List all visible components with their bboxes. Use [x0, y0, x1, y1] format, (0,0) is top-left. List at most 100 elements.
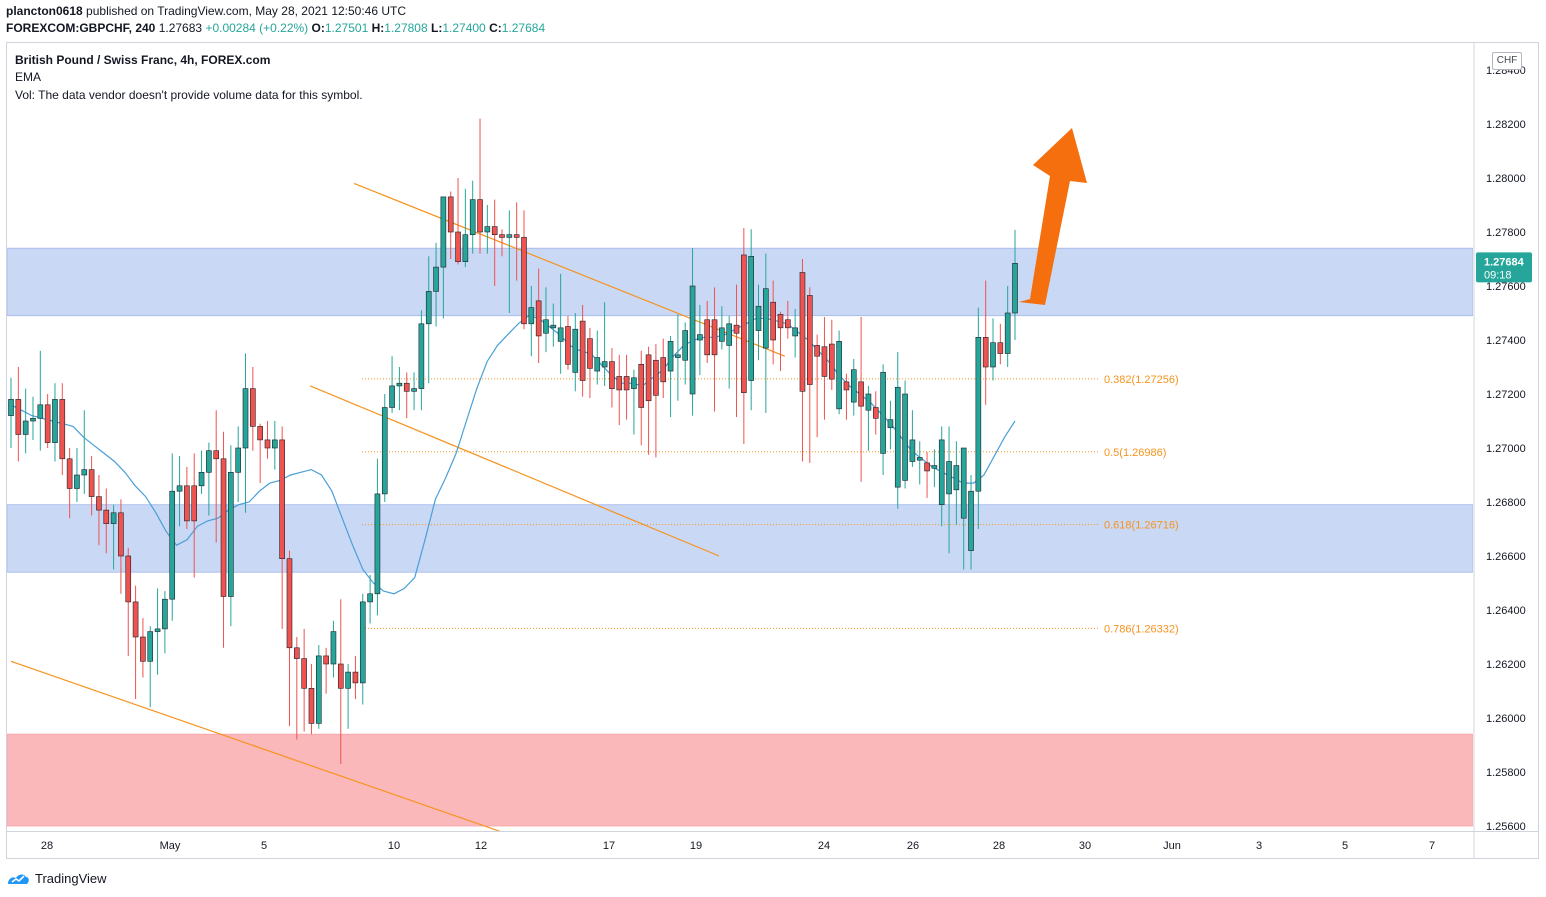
candle-body[interactable]	[770, 301, 776, 341]
candle-body[interactable]	[960, 447, 967, 519]
candle-body[interactable]	[777, 314, 784, 329]
candle-body[interactable]	[66, 458, 73, 489]
candle-body[interactable]	[323, 655, 329, 665]
candle-body[interactable]	[22, 420, 29, 435]
candle-body[interactable]	[154, 628, 161, 632]
candle-body[interactable]	[572, 328, 579, 373]
candle-body[interactable]	[763, 288, 769, 349]
candle-body[interactable]	[418, 323, 425, 389]
candle-body[interactable]	[462, 234, 469, 262]
candle-body[interactable]	[982, 336, 989, 368]
candle-body[interactable]	[88, 469, 95, 497]
candle-body[interactable]	[30, 417, 36, 422]
candle-body[interactable]	[330, 631, 337, 665]
candle-body[interactable]	[433, 266, 439, 292]
candle-body[interactable]	[220, 458, 227, 597]
candle-body[interactable]	[294, 647, 300, 659]
candle-body[interactable]	[132, 601, 139, 638]
candle-body[interactable]	[609, 361, 615, 389]
candle-body[interactable]	[469, 199, 476, 236]
candle-body[interactable]	[169, 490, 176, 600]
candle-body[interactable]	[792, 327, 798, 337]
candle-body[interactable]	[206, 450, 212, 473]
candle-body[interactable]	[279, 439, 285, 559]
candle-body[interactable]	[308, 687, 315, 724]
candle-body[interactable]	[938, 439, 945, 505]
candle-body[interactable]	[528, 307, 535, 325]
price-axis[interactable]: 1.284001.282001.280001.278001.276001.274…	[1486, 65, 1526, 833]
candle-body[interactable]	[506, 234, 513, 238]
candle-body[interactable]	[704, 319, 711, 356]
candle-body[interactable]	[499, 234, 505, 238]
candle-body[interactable]	[931, 465, 938, 469]
currency-button[interactable]: CHF	[1492, 52, 1522, 70]
candle-body[interactable]	[110, 512, 117, 524]
time-axis[interactable]: 28 May 5 10 12 17 19 24 26 28 30 Jun 3 5 7	[41, 840, 1435, 852]
candle-body[interactable]	[352, 671, 359, 684]
candle-body[interactable]	[198, 471, 205, 487]
candle-body[interactable]	[653, 359, 659, 396]
candle-body[interactable]	[858, 381, 864, 407]
candle-body[interactable]	[96, 496, 102, 511]
candle-body[interactable]	[535, 300, 542, 337]
candle-body[interactable]	[8, 399, 14, 416]
candle-body[interactable]	[909, 439, 916, 462]
candle-body[interactable]	[367, 593, 373, 603]
candle-body[interactable]	[257, 426, 263, 441]
candle-body[interactable]	[264, 439, 271, 449]
candle-body[interactable]	[513, 234, 520, 238]
candle-body[interactable]	[521, 237, 527, 325]
candle-body[interactable]	[726, 323, 732, 346]
candle-body[interactable]	[81, 469, 88, 476]
candle-body[interactable]	[990, 342, 996, 368]
candle-body[interactable]	[359, 601, 366, 684]
candle-body[interactable]	[594, 357, 601, 372]
candle-body[interactable]	[118, 512, 124, 557]
legend-title[interactable]: British Pound / Swiss Franc, 4h, FOREX.c…	[15, 53, 271, 67]
trendline[interactable]	[10, 660, 501, 831]
candle-body[interactable]	[191, 485, 198, 522]
candle-body[interactable]	[37, 404, 44, 419]
candle-body[interactable]	[682, 330, 689, 361]
candle-body[interactable]	[799, 272, 806, 392]
candle-body[interactable]	[140, 636, 146, 662]
candle-body[interactable]	[272, 439, 278, 449]
candle-body[interactable]	[638, 363, 645, 408]
candle-body[interactable]	[880, 372, 886, 454]
candle-body[interactable]	[52, 399, 58, 443]
candle-body[interactable]	[924, 462, 930, 472]
candle-body[interactable]	[733, 324, 740, 334]
candle-body[interactable]	[821, 346, 828, 377]
candle-body[interactable]	[719, 327, 725, 342]
candle-body[interactable]	[301, 658, 307, 689]
candle-body[interactable]	[184, 485, 190, 522]
candle-body[interactable]	[176, 485, 183, 492]
tradingview-logo[interactable]: TradingView	[6, 870, 107, 886]
candle-body[interactable]	[491, 226, 498, 236]
trendline[interactable]	[310, 385, 720, 557]
legend-ema[interactable]: EMA	[15, 70, 42, 84]
candle-body[interactable]	[315, 655, 322, 724]
candle-body[interactable]	[250, 388, 256, 427]
candle-body[interactable]	[125, 555, 132, 603]
candle-body[interactable]	[850, 369, 857, 403]
candle-body[interactable]	[44, 404, 51, 443]
candle-body[interactable]	[242, 388, 249, 449]
candle-body[interactable]	[807, 295, 813, 385]
candle-body[interactable]	[162, 598, 168, 630]
candle-body[interactable]	[748, 255, 754, 381]
candle-body[interactable]	[631, 377, 637, 389]
candle-body[interactable]	[147, 631, 154, 662]
candle-body[interactable]	[865, 393, 872, 411]
candle-body[interactable]	[15, 399, 22, 435]
candle-body[interactable]	[440, 196, 447, 268]
candle-body[interactable]	[968, 490, 974, 551]
candle-body[interactable]	[711, 319, 718, 356]
candle-body[interactable]	[616, 376, 623, 391]
candle-body[interactable]	[381, 407, 388, 495]
candle-body[interactable]	[543, 319, 549, 334]
candle-body[interactable]	[374, 493, 381, 595]
publisher-username[interactable]: plancton0618	[6, 4, 83, 18]
candle-body[interactable]	[667, 341, 674, 372]
candle-body[interactable]	[645, 354, 652, 402]
